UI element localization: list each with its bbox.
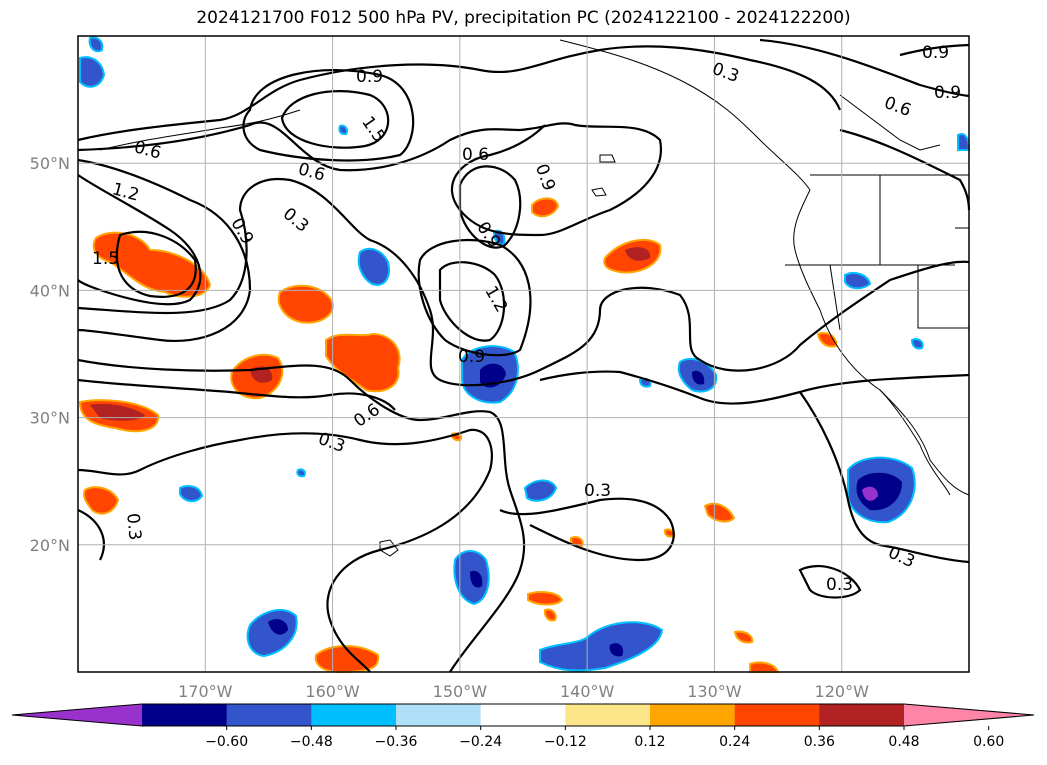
precip-patch-negative xyxy=(539,621,664,672)
colorbar-extend-max xyxy=(904,704,1034,726)
colorbar-tick-label: 0.60 xyxy=(973,734,1004,750)
precip-patch-positive xyxy=(527,591,564,606)
pv-contour xyxy=(759,38,970,98)
pv-contour xyxy=(77,45,842,142)
precip-patch-positive xyxy=(277,284,334,324)
pv-contour xyxy=(77,174,202,306)
pv-label: 0.9 xyxy=(934,83,961,103)
pv-contour xyxy=(499,497,675,562)
lat-label: 20°N xyxy=(30,536,70,555)
lat-label: 30°N xyxy=(30,409,70,428)
pv-label: 0.6 xyxy=(462,145,489,165)
colorbar-tick-label: 0.36 xyxy=(804,734,835,750)
precip-patch-negative xyxy=(357,247,390,286)
precip-patch-negative xyxy=(179,485,204,502)
colorbar-tick-label: −0.36 xyxy=(375,734,418,750)
coastline xyxy=(879,389,951,496)
precip-patch-negative xyxy=(88,36,104,53)
lon-label: 160°W xyxy=(305,682,360,701)
lon-label: 150°W xyxy=(433,682,488,701)
state-boundary xyxy=(917,265,969,329)
colorbar-tick-label: 0.24 xyxy=(719,734,750,750)
precip-patch-positive xyxy=(82,486,120,515)
precip-patch-positive xyxy=(543,608,557,622)
precip-patch-negative xyxy=(844,272,872,290)
precip-patch-positive xyxy=(531,197,560,218)
coastlines xyxy=(99,39,970,557)
colorbar-tick-label: −0.48 xyxy=(290,734,333,750)
coastline xyxy=(559,39,970,496)
colorbar-segment xyxy=(734,704,820,726)
colorbar: −0.60 −0.48 −0.36 −0.24 −0.12 0.12 0.24 0.36 0.4… xyxy=(11,703,1035,750)
map-frame xyxy=(77,35,970,673)
colorbar-segment xyxy=(396,704,482,726)
precip-patch-positive xyxy=(733,630,754,644)
lon-label: 170°W xyxy=(178,682,233,701)
colorbar-tick-label: 0.12 xyxy=(634,734,665,750)
precipitation-patches xyxy=(78,36,971,674)
pv-contour xyxy=(77,358,526,673)
precip-patch-negative xyxy=(79,56,106,88)
pv-contour xyxy=(77,508,105,561)
pv-contour xyxy=(280,90,390,149)
lon-label: 140°W xyxy=(560,682,615,701)
state-boundary xyxy=(829,264,841,331)
colorbar-segment xyxy=(311,704,397,726)
pv-label: 0.3 xyxy=(826,575,853,595)
pv-contour xyxy=(77,177,970,387)
coastline xyxy=(379,539,399,557)
colorbar-segment xyxy=(565,704,651,726)
colorbar-extend-min xyxy=(12,704,142,726)
pv-label: 0.9 xyxy=(356,67,383,87)
precip-patch-negative xyxy=(338,124,349,136)
precip-patch-negative xyxy=(296,468,307,478)
coastline xyxy=(99,109,301,151)
precip-patch-negative xyxy=(492,229,506,246)
pv-contour xyxy=(539,370,970,405)
colorbar-tick-label: −0.12 xyxy=(544,734,587,750)
lat-label: 50°N xyxy=(30,154,70,173)
pv-label: 0.3 xyxy=(584,481,611,501)
precip-patch-negative xyxy=(910,338,924,350)
pv-contour xyxy=(438,261,506,342)
pv-contour xyxy=(242,69,415,162)
pv-contour xyxy=(798,565,862,599)
colorbar-segment xyxy=(142,704,228,726)
lon-label: 120°W xyxy=(815,682,870,701)
pv-label: 0.9 xyxy=(922,43,949,63)
pv-label: 0.9 xyxy=(458,347,485,367)
precip-patch-negative xyxy=(246,609,298,658)
colorbar-segment xyxy=(226,704,312,726)
pv-contour xyxy=(77,378,396,411)
coastline xyxy=(591,187,607,197)
pv-contour xyxy=(799,391,970,564)
coastline xyxy=(599,154,616,163)
latitude-labels: 50°N 40°N 30°N 20°N xyxy=(30,154,70,555)
graticule xyxy=(78,36,969,672)
pv-label: 1.5 xyxy=(92,249,119,269)
pv-contour xyxy=(899,43,970,57)
longitude-labels: 170°W 160°W 150°W 140°W 130°W 120°W xyxy=(178,682,869,701)
colorbar-segment xyxy=(480,704,566,726)
colorbar-tick-label: −0.60 xyxy=(205,734,248,750)
coastline xyxy=(839,94,941,151)
map-title: 2024121700 F012 500 hPa PV, precipitatio… xyxy=(196,8,851,28)
colorbar-segment xyxy=(650,704,736,726)
colorbar-outline xyxy=(11,703,1035,727)
precip-patch-positive xyxy=(703,502,736,523)
pv-label: 0.3 xyxy=(122,512,144,541)
colorbar-tick-label: −0.24 xyxy=(459,734,502,750)
pv-contour xyxy=(417,238,532,357)
colorbar-segment xyxy=(819,704,905,726)
lat-label: 40°N xyxy=(30,281,70,300)
pv-contour xyxy=(458,165,522,249)
precip-patch-negative xyxy=(523,479,558,502)
lon-label: 130°W xyxy=(687,682,742,701)
colorbar-tick-label: 0.48 xyxy=(888,734,919,750)
